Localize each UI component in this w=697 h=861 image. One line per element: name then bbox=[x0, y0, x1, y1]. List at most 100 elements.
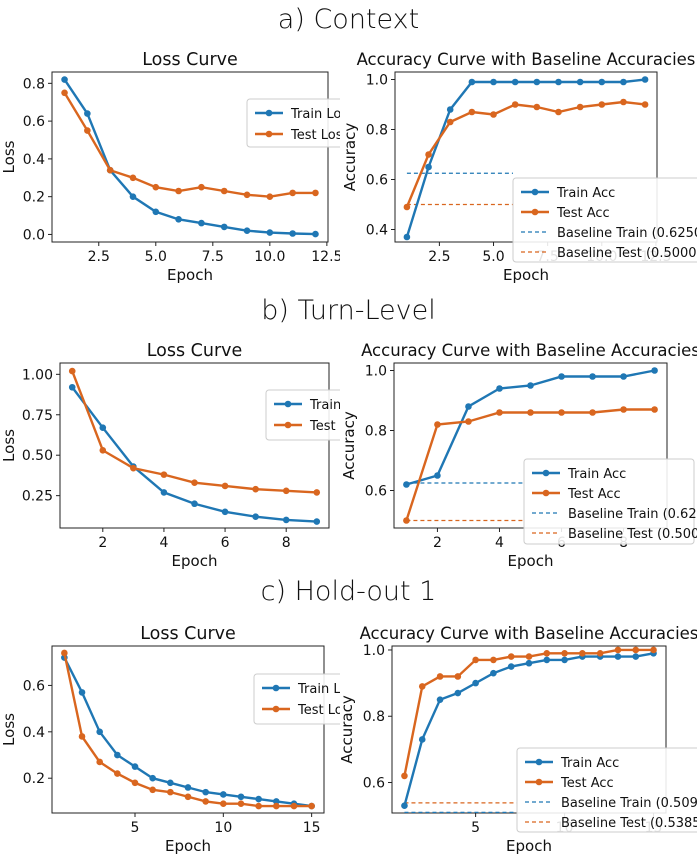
legend-marker-test-loss bbox=[265, 130, 273, 138]
legend-label-baseline-train-0-6250: Baseline Train (0.6250) bbox=[568, 507, 697, 522]
chart-title: Accuracy Curve with Baseline Accuracies bbox=[360, 624, 697, 643]
chart-title: Loss Curve bbox=[147, 341, 243, 361]
data-point-train-acc bbox=[425, 163, 432, 171]
data-point-test-acc bbox=[454, 673, 462, 680]
data-point-train-loss bbox=[282, 516, 290, 524]
data-point-train-loss bbox=[114, 751, 121, 759]
data-point-test-acc bbox=[533, 103, 541, 111]
series-line-train-acc bbox=[405, 78, 646, 238]
data-point-test-acc bbox=[527, 409, 534, 416]
data-point-test-acc bbox=[614, 646, 622, 654]
data-point-train-acc bbox=[490, 669, 497, 677]
chart-title: Accuracy Curve with Baseline Accuracies bbox=[357, 50, 696, 69]
data-point-test-acc bbox=[558, 409, 565, 416]
data-point-train-acc bbox=[496, 385, 503, 392]
data-point-train-acc bbox=[651, 367, 658, 374]
legend-marker-train-loss bbox=[284, 400, 292, 408]
y-axis-label: Accuracy bbox=[340, 411, 358, 480]
y-tick-label: 0.2 bbox=[23, 190, 45, 206]
data-point-test-loss bbox=[152, 183, 160, 191]
data-point-train-loss bbox=[289, 230, 296, 237]
y-tick-label: 0.8 bbox=[23, 76, 45, 92]
y-tick-label: 0.6 bbox=[366, 173, 388, 189]
data-point-test-loss bbox=[175, 187, 182, 195]
legend-label-train-acc: Train Acc bbox=[560, 756, 619, 771]
data-point-test-loss bbox=[221, 482, 229, 490]
data-point-test-acc bbox=[468, 108, 476, 116]
legend-label-train-acc: Train Acc bbox=[556, 186, 615, 201]
data-point-test-loss bbox=[99, 447, 107, 454]
data-point-test-loss bbox=[273, 802, 280, 810]
data-point-train-loss bbox=[191, 500, 198, 508]
data-point-test-acc bbox=[543, 649, 551, 657]
legend-label-test-acc: Test Acc bbox=[560, 776, 614, 791]
data-point-train-loss bbox=[221, 508, 229, 516]
data-point-train-acc bbox=[533, 78, 541, 86]
data-point-test-acc bbox=[490, 656, 497, 664]
data-point-test-loss bbox=[282, 487, 290, 495]
data-point-test-acc bbox=[401, 772, 408, 780]
plot-frame bbox=[51, 645, 325, 814]
data-point-train-acc bbox=[555, 78, 562, 86]
data-point-test-loss bbox=[243, 191, 251, 199]
data-point-train-loss bbox=[220, 223, 228, 231]
y-tick-label: 0.75 bbox=[22, 408, 53, 424]
data-point-train-loss bbox=[312, 230, 319, 238]
data-point-test-loss bbox=[114, 770, 121, 777]
data-point-test-loss bbox=[106, 166, 114, 174]
y-tick-label: 0.6 bbox=[365, 484, 387, 500]
y-tick-label: 0.6 bbox=[23, 678, 45, 694]
data-point-test-loss bbox=[184, 793, 192, 801]
y-tick-label: 0.4 bbox=[23, 152, 45, 168]
data-point-test-acc bbox=[589, 409, 596, 416]
x-tick-label: 4 bbox=[159, 535, 168, 551]
legend-label-baseline-train-0-5098: Baseline Train (0.5098) bbox=[561, 796, 697, 811]
series-line-train-loss bbox=[63, 78, 316, 236]
data-point-train-loss bbox=[99, 424, 107, 432]
data-point-train-acc bbox=[465, 403, 472, 410]
legend-label-test-acc: Test Acc bbox=[556, 206, 610, 221]
data-point-test-loss bbox=[130, 464, 137, 472]
y-tick-label: 0.8 bbox=[366, 123, 388, 139]
data-point-train-loss bbox=[266, 229, 274, 236]
y-tick-label: 0.4 bbox=[366, 223, 388, 239]
data-point-train-acc bbox=[490, 78, 497, 86]
x-tick-label: 2 bbox=[433, 535, 442, 551]
data-point-test-loss bbox=[252, 485, 259, 493]
legend-marker-train-acc bbox=[535, 758, 543, 766]
data-point-train-loss bbox=[84, 110, 91, 117]
data-point-train-loss bbox=[131, 763, 139, 770]
data-point-train-loss bbox=[252, 513, 259, 520]
legend-marker-train-loss bbox=[272, 684, 280, 692]
data-point-test-acc bbox=[418, 683, 426, 690]
x-axis-label: Epoch bbox=[503, 266, 549, 284]
section-title-turn-level: b) Turn-Level bbox=[261, 295, 436, 326]
y-tick-label: 0.8 bbox=[365, 424, 387, 440]
legend-box bbox=[265, 389, 340, 441]
data-point-train-acc bbox=[511, 78, 519, 86]
x-tick-label: 5 bbox=[131, 820, 140, 836]
data-point-test-acc bbox=[620, 406, 627, 413]
context-loss-chart: Loss Curve 2.5 5.0 7.5 10.0 12.5 0.0 0.2 0.4 0.6 0… bbox=[0, 50, 340, 284]
data-point-train-acc bbox=[434, 472, 441, 479]
y-tick-label: 0.4 bbox=[23, 725, 45, 741]
context-accuracy-chart: Accuracy Curve with Baseline Accuracies 2… bbox=[341, 50, 697, 284]
chart-title: Loss Curve bbox=[140, 624, 236, 644]
y-tick-label: 0.0 bbox=[23, 227, 45, 243]
x-axis-label: Epoch bbox=[167, 266, 213, 284]
y-axis-label: Loss bbox=[0, 429, 18, 462]
x-axis-label: Epoch bbox=[172, 552, 218, 570]
data-point-train-acc bbox=[614, 653, 622, 660]
data-point-test-loss bbox=[202, 798, 209, 805]
data-point-train-acc bbox=[589, 373, 596, 380]
y-tick-label: 0.6 bbox=[23, 114, 45, 130]
data-point-test-acc bbox=[436, 673, 444, 680]
series-line-test-loss bbox=[63, 92, 316, 198]
data-point-test-acc bbox=[651, 406, 658, 413]
x-tick-label: 8 bbox=[282, 535, 291, 551]
legend-label-train-acc: Train Acc bbox=[567, 467, 626, 482]
data-point-test-acc bbox=[434, 421, 441, 428]
data-point-test-loss bbox=[129, 174, 137, 182]
data-point-train-acc bbox=[472, 679, 479, 687]
x-tick-label: 15 bbox=[303, 820, 321, 836]
